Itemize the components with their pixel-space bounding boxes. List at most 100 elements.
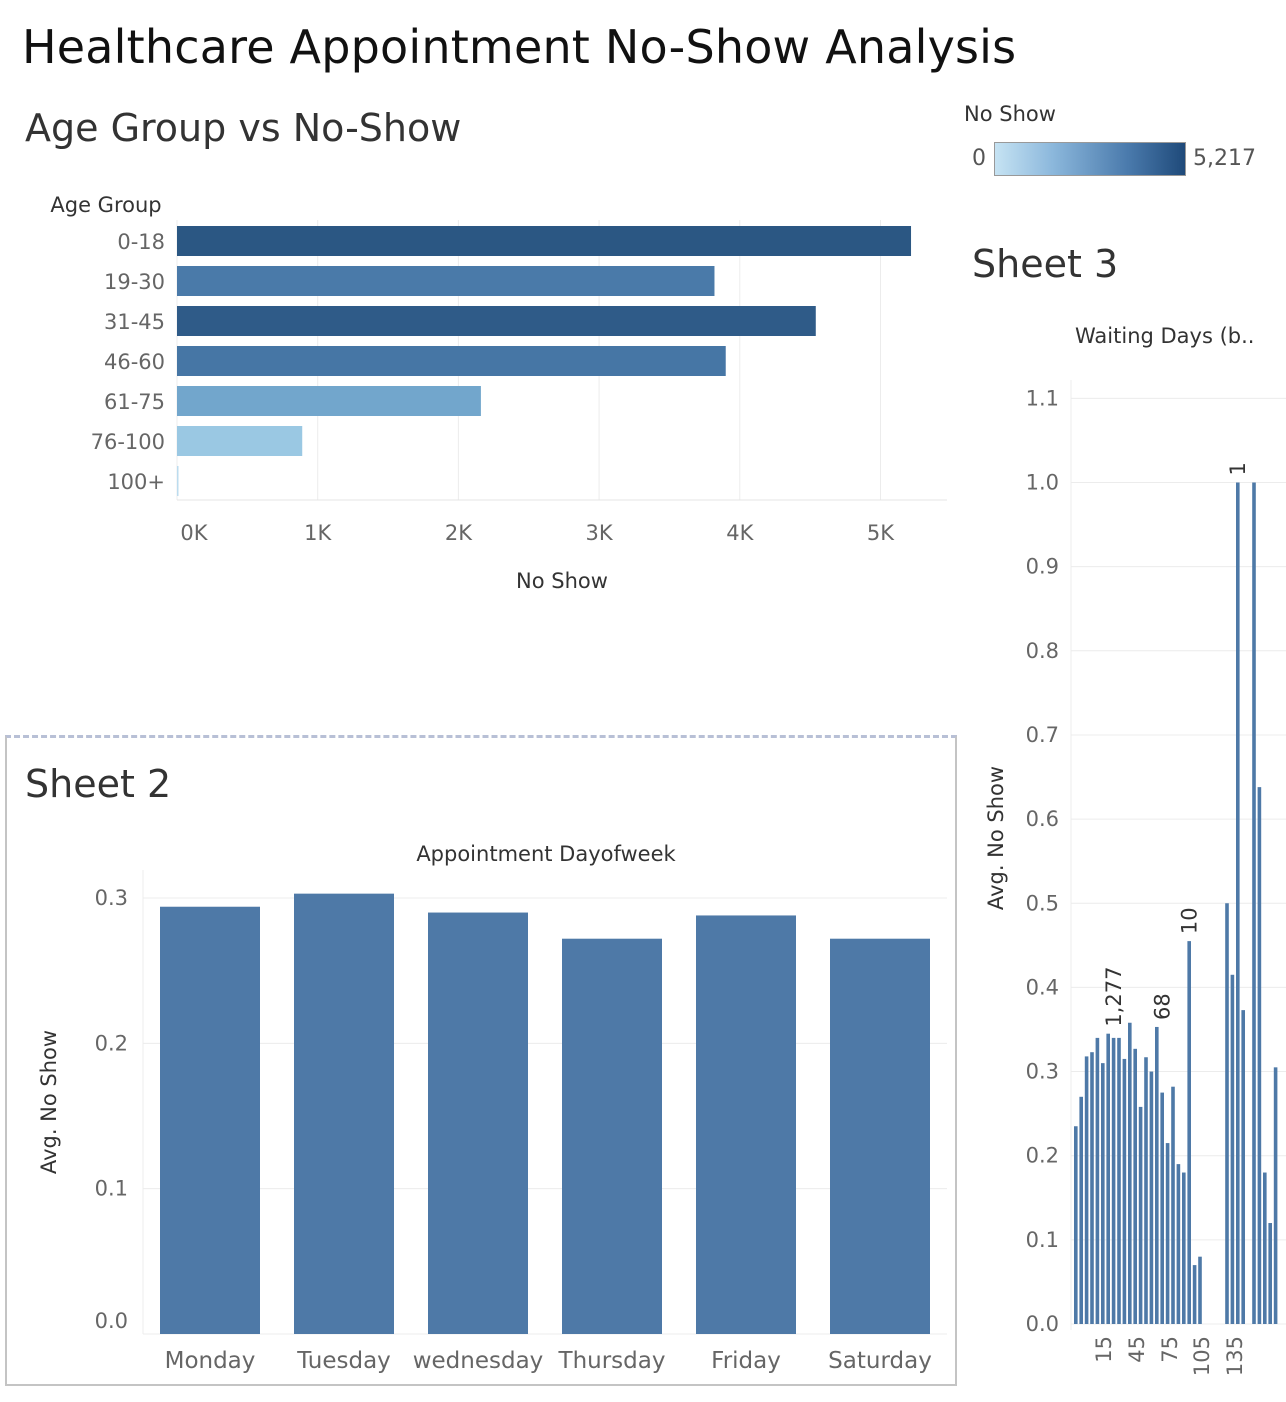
chart1-title: Age Group vs No-Show <box>25 106 462 150</box>
data-label: 10 <box>1177 907 1201 934</box>
x-tick-label: Monday <box>165 1348 256 1374</box>
y-tick-label: 0.2 <box>1026 1144 1059 1168</box>
y-tick-label: 0-18 <box>117 230 165 254</box>
bar <box>1074 1126 1078 1324</box>
bar <box>1182 1172 1186 1324</box>
bar <box>1101 1063 1105 1324</box>
y-axis-title: Age Group <box>50 193 161 217</box>
y-tick-label: 1.1 <box>1026 386 1059 410</box>
y-tick-label: 0.3 <box>1026 1060 1059 1084</box>
bar <box>1084 1056 1089 1324</box>
bar <box>1117 1037 1121 1324</box>
bar <box>1079 1096 1083 1324</box>
y-axis-title: Avg. No Show <box>37 1030 61 1174</box>
x-tick-label: Tuesday <box>296 1348 391 1374</box>
y-tick-label: 0.1 <box>1026 1228 1059 1252</box>
bar <box>1225 903 1229 1324</box>
bar <box>1122 1058 1127 1324</box>
bar <box>1268 1223 1272 1324</box>
bar <box>1192 1265 1197 1324</box>
bar <box>1165 1143 1170 1324</box>
x-tick-label: 2K <box>445 521 473 545</box>
bar <box>562 938 662 1334</box>
bar <box>1198 1256 1202 1324</box>
x-axis-title: Appointment Dayofweek <box>416 842 676 866</box>
data-label: 1 <box>1226 462 1250 475</box>
bar <box>1236 482 1240 1324</box>
legend-max-label: 5,217 <box>1193 146 1256 171</box>
bar <box>830 938 930 1334</box>
bar <box>1252 482 1256 1324</box>
x-tick-label: Thursday <box>558 1348 666 1374</box>
x-tick-label: 75 <box>1158 1336 1182 1363</box>
legend-min-label: 0 <box>972 146 986 171</box>
bar <box>177 386 481 416</box>
y-tick-label: 0.4 <box>1026 975 1059 999</box>
bar <box>177 346 726 376</box>
y-tick-label: 0.5 <box>1026 891 1059 915</box>
bar <box>1171 1086 1175 1324</box>
y-tick-label: 0.0 <box>1026 1312 1059 1336</box>
bar <box>1138 1106 1143 1324</box>
bar <box>1106 1033 1110 1324</box>
age-group-chart: 0K 1K 2K 3K 4K 5K Age Group No Show 0-18 19-30 31-… <box>50 193 947 593</box>
bar <box>1160 1092 1164 1324</box>
y-tick-label: 0.6 <box>1026 807 1059 831</box>
chart3-title: Sheet 3 <box>972 242 1119 286</box>
y-tick-label: 1.0 <box>1026 471 1059 495</box>
dashboard-title: Healthcare Appointment No-Show Analysis <box>22 20 1017 74</box>
y-tick-label: 0.0 <box>95 1309 128 1333</box>
y-tick-label: 31-45 <box>104 310 165 334</box>
bar <box>177 266 715 296</box>
bar <box>1095 1037 1100 1324</box>
y-tick-label: 19-30 <box>104 270 165 294</box>
bar <box>294 893 394 1334</box>
y-tick-label: 0.2 <box>95 1031 128 1055</box>
legend-gradient-bar <box>994 142 1186 176</box>
bar <box>1187 941 1191 1324</box>
bar <box>1133 1048 1137 1324</box>
y-tick-label: 0.1 <box>95 1177 128 1201</box>
x-tick-label: wednesday <box>413 1348 544 1374</box>
y-tick-label: 46-60 <box>104 350 165 374</box>
x-tick-label: 105 <box>1190 1336 1214 1376</box>
y-tick-label: 100+ <box>107 470 165 494</box>
bar <box>1128 1022 1132 1324</box>
bar <box>177 426 303 456</box>
legend-title: No Show <box>964 102 1056 126</box>
y-axis-title: Avg. No Show <box>984 766 1008 910</box>
y-tick-label: 0.3 <box>95 886 128 910</box>
y-tick-label: 61-75 <box>104 390 165 414</box>
x-axis-title: No Show <box>516 569 608 593</box>
bar <box>1149 1071 1154 1324</box>
bar <box>177 306 816 336</box>
bar <box>1176 1164 1181 1324</box>
bar <box>1111 1037 1116 1324</box>
bar <box>428 912 528 1334</box>
bar <box>1263 1172 1267 1324</box>
bar <box>160 906 260 1334</box>
bar <box>1230 974 1235 1324</box>
data-label: 1,277 <box>1102 967 1126 1027</box>
x-tick-label: Friday <box>711 1348 781 1374</box>
y-tick-label: 76-100 <box>91 430 165 454</box>
bar <box>1241 1010 1245 1324</box>
x-axis-title: Waiting Days (b.. <box>1075 324 1254 348</box>
chart2-title: Sheet 2 <box>25 762 172 806</box>
x-tick-label: 5K <box>867 521 895 545</box>
bar <box>177 226 912 256</box>
bar <box>1144 1057 1148 1324</box>
x-tick-label: 4K <box>726 521 754 545</box>
waiting-days-chart: 0.0 0.1 0.2 0.3 0.4 0.5 0.6 0.7 0.8 0.9 1.0 1.1 Wait… <box>984 324 1286 1376</box>
x-tick-label: 3K <box>586 521 614 545</box>
sheet2-panel[interactable]: Sheet 2 <box>5 735 957 1386</box>
x-tick-label: 135 <box>1223 1336 1247 1376</box>
bar <box>696 915 796 1334</box>
x-tick-label: 45 <box>1125 1336 1149 1363</box>
x-tick-label: 0K <box>180 521 208 545</box>
y-tick-label: 0.8 <box>1026 639 1059 663</box>
data-label: 68 <box>1150 993 1174 1020</box>
bar <box>1090 1052 1094 1324</box>
x-tick-label: 1K <box>304 521 332 545</box>
dayofweek-chart: 0.0 0.1 0.2 0.3 Appointment Dayofweek Avg. No… <box>37 842 947 1374</box>
